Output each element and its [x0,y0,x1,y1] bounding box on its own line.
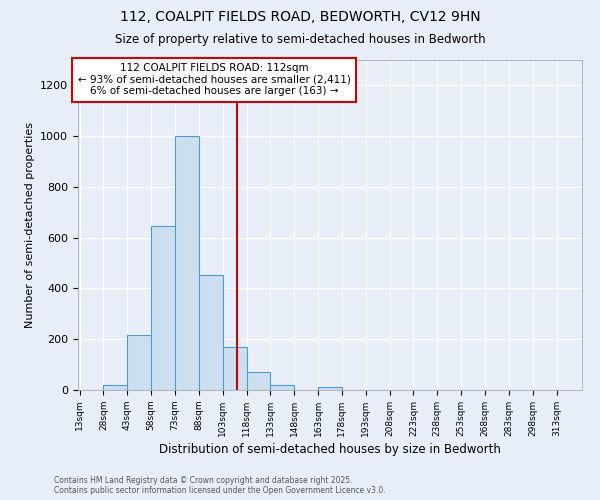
Text: Contains HM Land Registry data © Crown copyright and database right 2025.
Contai: Contains HM Land Registry data © Crown c… [54,476,386,495]
Bar [127,336,151,390]
Bar [223,347,247,390]
Y-axis label: Number of semi-detached properties: Number of semi-detached properties [25,122,35,328]
Text: 112, COALPIT FIELDS ROAD, BEDWORTH, CV12 9HN: 112, COALPIT FIELDS ROAD, BEDWORTH, CV12… [119,10,481,24]
Bar [175,136,199,390]
Text: 112 COALPIT FIELDS ROAD: 112sqm
← 93% of semi-detached houses are smaller (2,411: 112 COALPIT FIELDS ROAD: 112sqm ← 93% of… [77,64,350,96]
Bar [271,385,294,390]
Bar [199,274,223,390]
Text: Size of property relative to semi-detached houses in Bedworth: Size of property relative to semi-detach… [115,32,485,46]
Bar [103,385,127,390]
Bar [151,226,175,390]
Bar [247,372,271,390]
X-axis label: Distribution of semi-detached houses by size in Bedworth: Distribution of semi-detached houses by … [159,443,501,456]
Bar [318,388,342,390]
